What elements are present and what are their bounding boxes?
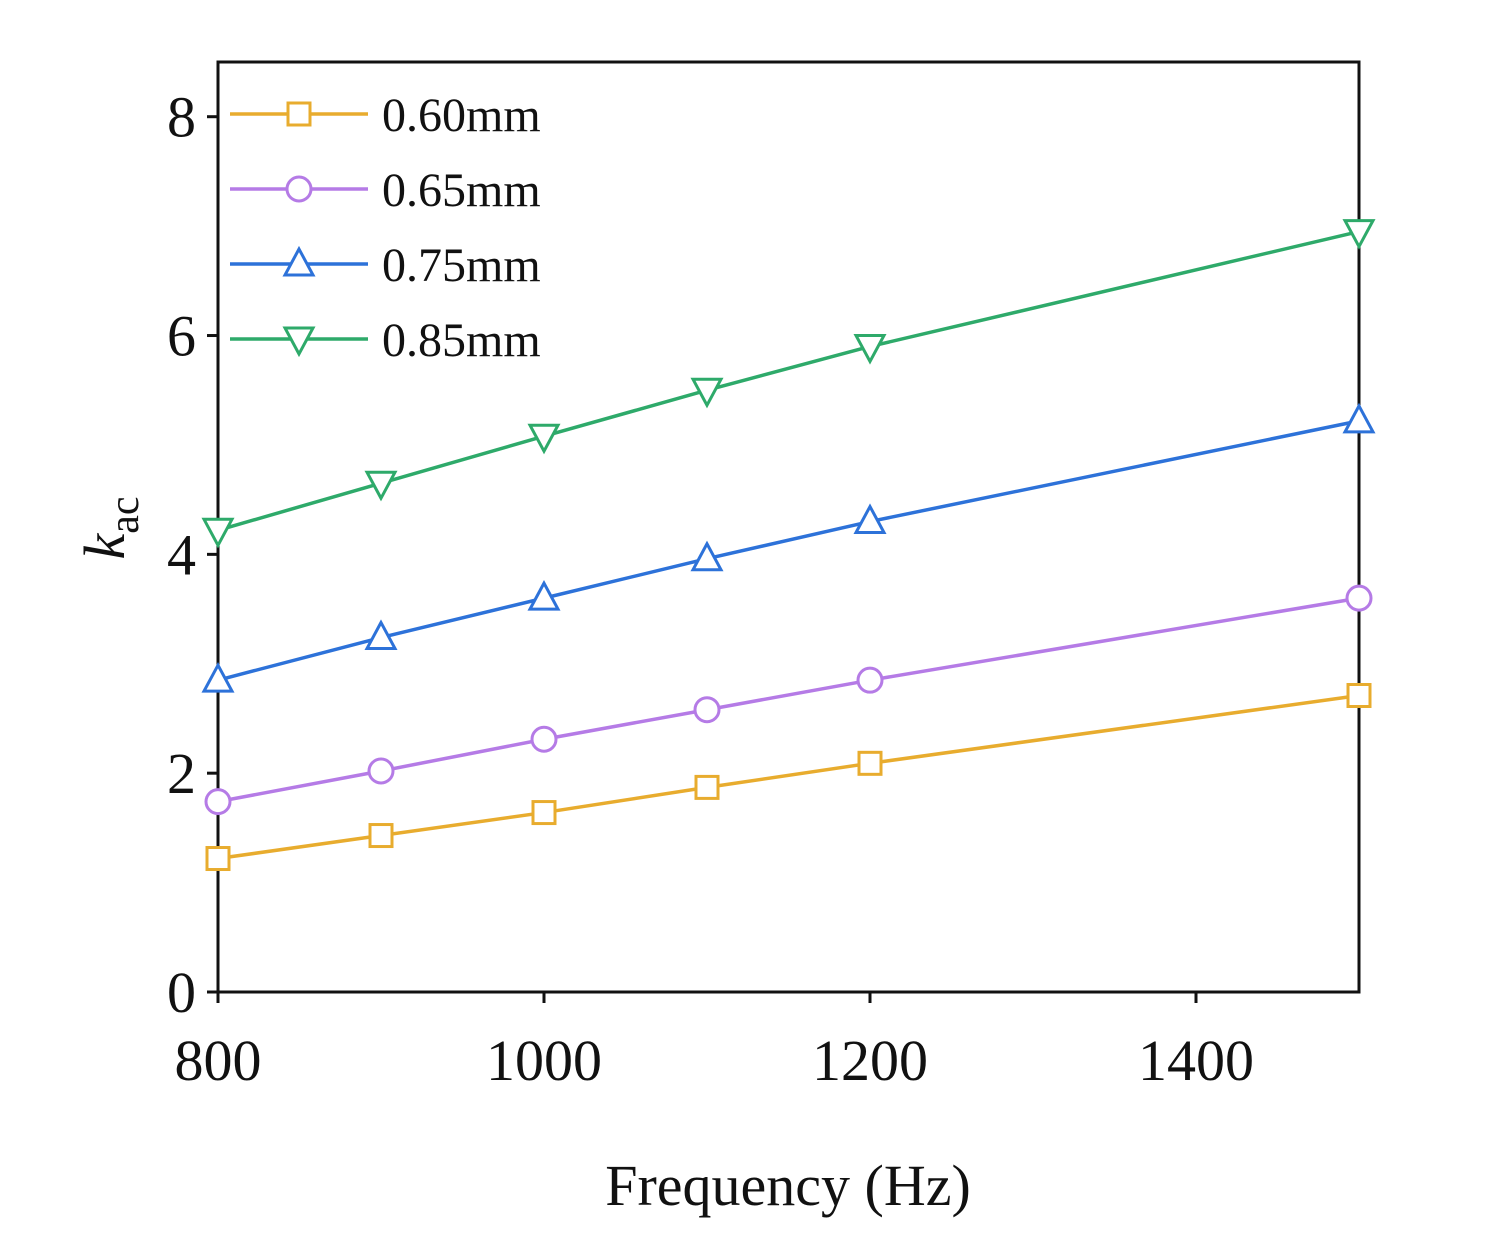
data-point (367, 757, 395, 785)
y-tick-label: 2 (167, 741, 196, 806)
data-point (204, 788, 232, 816)
data-point (1342, 219, 1376, 250)
data-point (690, 540, 724, 572)
y-axis-title: kac (72, 496, 148, 559)
y-tick-label: 6 (167, 304, 196, 369)
series-layer (201, 219, 1376, 872)
legend-item: 0.75mm (230, 239, 541, 292)
legend-marker (282, 326, 316, 358)
data-point (201, 662, 235, 693)
data-point (527, 579, 561, 611)
y-axis-title-sub: ac (102, 496, 148, 533)
series-line (217, 229, 1360, 532)
data-point (856, 666, 884, 694)
data-point (368, 823, 394, 849)
data-point (530, 725, 558, 753)
data-point (527, 423, 561, 455)
series-0.85mm (201, 219, 1376, 549)
series-line (217, 419, 1360, 682)
x-axis-title: Frequency (Hz) (605, 1153, 971, 1218)
data-point (531, 800, 557, 826)
data-point (201, 517, 235, 549)
data-point (853, 333, 887, 365)
svg-text:kac: kac (72, 496, 148, 559)
x-tick-label: 1400 (1138, 1028, 1254, 1093)
y-tick-label: 0 (167, 960, 196, 1025)
legend-marker (285, 175, 313, 203)
data-point (1342, 402, 1376, 434)
y-tick-label: 8 (167, 85, 196, 150)
legend-marker (282, 245, 316, 277)
y-axis-title-main: k (72, 533, 137, 560)
axis-ticks: 800 1000 1200 1400 0 2 4 6 8 (167, 85, 1254, 1093)
data-point (364, 619, 398, 651)
series-line (217, 693, 1360, 861)
series-0.60mm (205, 682, 1372, 872)
data-point (853, 503, 887, 535)
x-tick-label: 800 (175, 1028, 262, 1093)
data-point (690, 377, 724, 409)
x-tick-label: 1000 (486, 1028, 602, 1093)
series-0.65mm (204, 584, 1373, 816)
x-tick-label: 1200 (812, 1028, 928, 1093)
y-tick-label: 4 (167, 522, 196, 587)
legend-label: 0.85mm (382, 314, 541, 367)
legend-label: 0.60mm (382, 89, 541, 142)
legend-item: 0.85mm (230, 314, 541, 367)
legend: 0.60mm 0.65mm 0.75mm 0.85mm (230, 89, 541, 367)
series-0.75mm (201, 402, 1376, 693)
data-point (1346, 682, 1372, 708)
legend-marker (286, 101, 312, 127)
legend-label: 0.75mm (382, 239, 541, 292)
legend-item: 0.60mm (230, 89, 541, 142)
data-point (857, 750, 883, 776)
data-point (694, 774, 720, 800)
legend-label: 0.65mm (382, 164, 541, 217)
legend-item: 0.65mm (230, 164, 541, 217)
data-point (205, 846, 231, 872)
data-point (364, 470, 398, 502)
data-point (693, 696, 721, 724)
data-point (1345, 584, 1373, 612)
series-line (217, 596, 1360, 804)
